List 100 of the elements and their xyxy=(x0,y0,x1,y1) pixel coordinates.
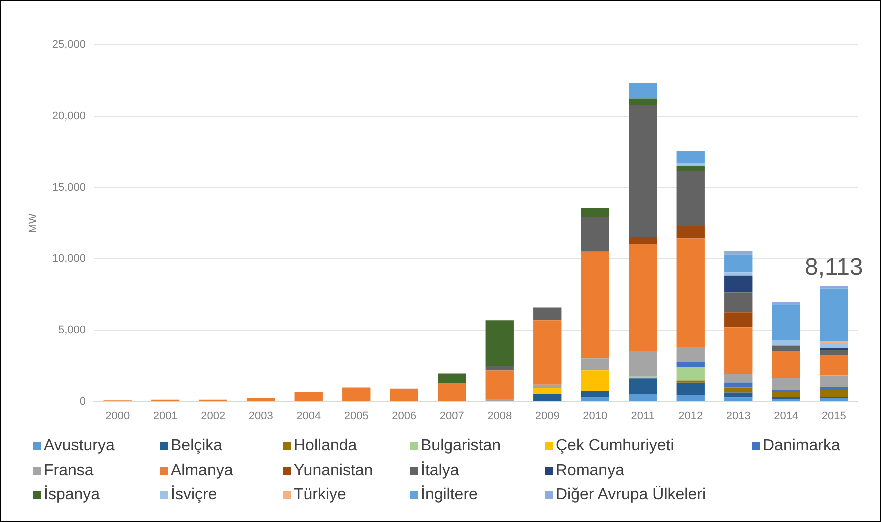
bar xyxy=(820,398,848,402)
bar xyxy=(772,302,800,305)
x-tick-label: 2002 xyxy=(201,410,226,423)
x-tick-label: 2007 xyxy=(440,410,464,423)
bar xyxy=(820,376,848,388)
bar xyxy=(724,312,753,328)
bar xyxy=(438,383,466,402)
bar xyxy=(486,370,514,400)
bar xyxy=(724,328,753,374)
y-tick-label: 5,000 xyxy=(58,324,86,337)
legend-label: Diğer Avrupa Ülkeleri xyxy=(556,486,706,504)
y-tick-label: 15,000 xyxy=(52,182,86,194)
x-tick-label: 2003 xyxy=(248,410,274,423)
bar xyxy=(629,378,658,394)
bar xyxy=(820,387,848,390)
bar xyxy=(629,351,658,377)
bar xyxy=(629,394,658,402)
legend-label: İngiltere xyxy=(421,486,478,504)
x-tick-label: 2008 xyxy=(488,410,512,423)
x-tick-label: 2009 xyxy=(535,410,560,423)
bar xyxy=(820,355,848,376)
bar xyxy=(724,382,753,388)
legend-label: Romanya xyxy=(556,462,624,480)
x-tick-label: 2006 xyxy=(392,410,417,423)
legend-label: Avusturya xyxy=(44,436,115,456)
x-tick-label: 2015 xyxy=(822,410,846,423)
bar xyxy=(676,367,705,381)
bar xyxy=(724,251,753,255)
bar xyxy=(629,244,658,352)
bar xyxy=(581,252,610,359)
x-tick-label: 2011 xyxy=(631,410,655,423)
legend-label: Hollanda xyxy=(294,436,358,456)
bar xyxy=(247,398,276,402)
bar xyxy=(724,392,753,398)
legend-label: Türkiye xyxy=(294,486,346,504)
bar xyxy=(581,358,610,371)
legend-label: Almanya xyxy=(171,462,234,480)
bar xyxy=(294,392,323,402)
bar xyxy=(724,398,753,402)
bar xyxy=(772,351,800,378)
bar xyxy=(629,82,658,99)
x-tick-label: 2013 xyxy=(726,410,751,423)
bar xyxy=(581,218,610,252)
bar xyxy=(438,374,466,384)
bar xyxy=(772,346,800,352)
bar xyxy=(772,390,800,392)
bar xyxy=(724,292,753,313)
bar xyxy=(581,370,610,392)
bar xyxy=(534,384,562,388)
legend-label: Bulgaristan xyxy=(421,436,502,456)
legend-label: İtalya xyxy=(421,462,460,480)
bar xyxy=(820,286,848,289)
bar xyxy=(676,395,705,402)
bar xyxy=(342,388,371,402)
total-label: 8,113 xyxy=(804,254,864,281)
legend-label: Çek Cumhuriyeti xyxy=(556,436,674,456)
legend-label: Danimarka xyxy=(763,436,840,456)
bar xyxy=(629,237,658,244)
bar xyxy=(724,272,753,276)
bar xyxy=(390,388,418,402)
bar xyxy=(820,390,848,397)
y-tick-label: 0 xyxy=(80,396,86,408)
bar xyxy=(486,320,514,366)
bar xyxy=(676,163,705,166)
legend-label: Yunanistan xyxy=(294,462,374,480)
legend-label: Belçika xyxy=(171,436,223,456)
legend-label: İspanya xyxy=(44,486,100,504)
bar xyxy=(581,397,610,402)
bar xyxy=(772,304,800,340)
bar xyxy=(676,362,705,368)
bar xyxy=(724,254,753,273)
bar xyxy=(724,388,753,393)
x-tick-label: 2012 xyxy=(678,410,704,423)
bar xyxy=(534,394,562,402)
x-tick-label: 2014 xyxy=(774,410,799,423)
y-tick-label: 10,000 xyxy=(52,253,86,266)
bar xyxy=(486,366,514,371)
bar xyxy=(820,288,848,342)
x-tick-label: 2005 xyxy=(344,410,369,423)
bar xyxy=(581,208,610,218)
bar xyxy=(676,238,705,348)
bar xyxy=(724,276,753,293)
y-axis-title: MW xyxy=(28,213,40,234)
bar xyxy=(820,350,848,356)
bar xyxy=(772,392,800,397)
legend-label: Fransa xyxy=(44,462,94,480)
bar xyxy=(534,388,562,394)
bar xyxy=(581,391,610,397)
legend-label: İsviçre xyxy=(171,486,218,504)
bar xyxy=(534,320,562,385)
bar xyxy=(676,170,705,226)
bar xyxy=(629,98,658,106)
bar xyxy=(820,343,848,348)
bar xyxy=(676,226,705,239)
x-tick-label: 2010 xyxy=(583,410,608,423)
bar xyxy=(724,374,753,383)
bar xyxy=(772,378,800,390)
y-tick-label: 20,000 xyxy=(52,110,86,122)
y-tick-label: 25,000 xyxy=(52,39,86,52)
bar xyxy=(676,152,705,164)
